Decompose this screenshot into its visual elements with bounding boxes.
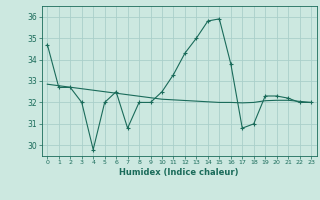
X-axis label: Humidex (Indice chaleur): Humidex (Indice chaleur): [119, 168, 239, 177]
